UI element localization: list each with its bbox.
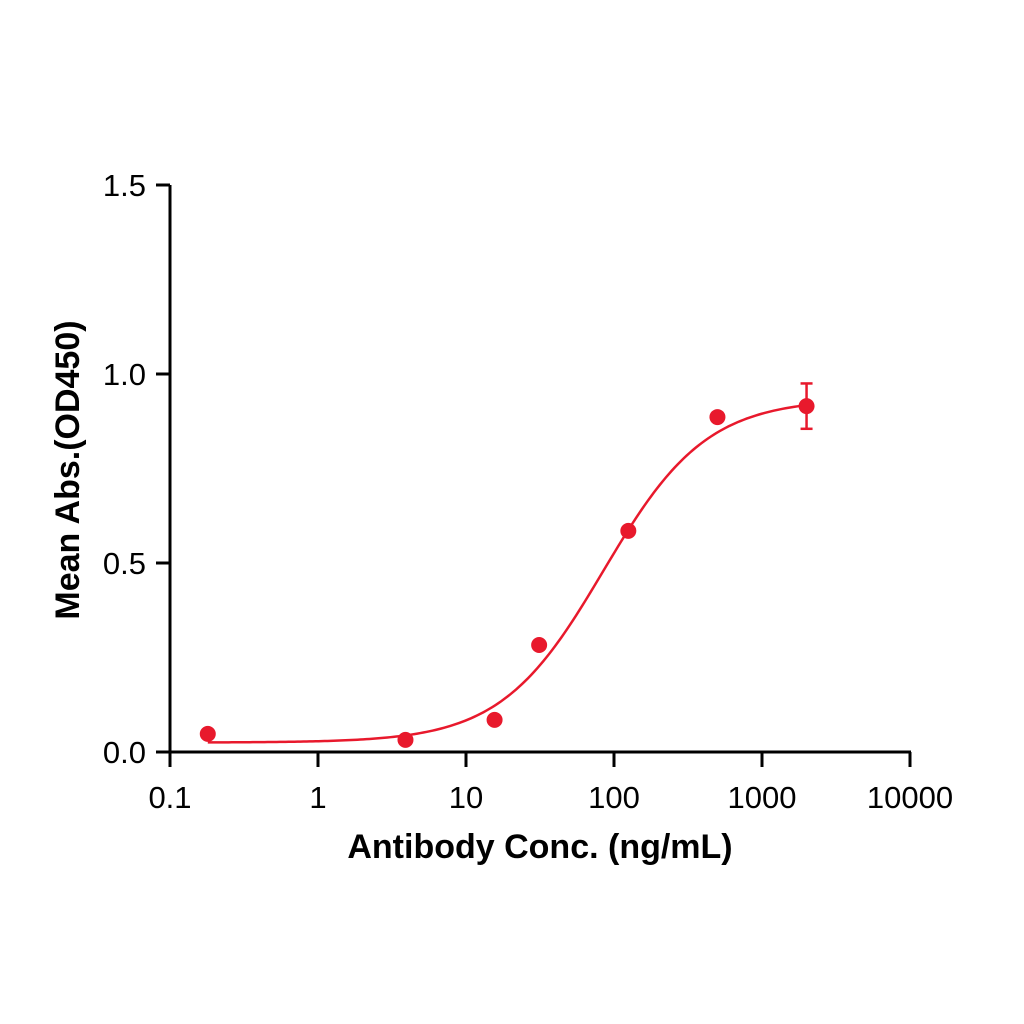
- y-tick-label: 1.0: [103, 357, 146, 392]
- data-point: [531, 637, 548, 654]
- data-point: [620, 522, 637, 539]
- y-axis-title: Mean Abs.(OD450): [49, 320, 87, 619]
- x-tick-label: 1000: [728, 780, 797, 815]
- y-axis: 0.0 0.5 1.0 1.5: [103, 168, 172, 770]
- x-tick-label: 0.1: [148, 780, 191, 815]
- x-axis-title: Antibody Conc. (ng/mL): [347, 828, 732, 866]
- x-tick-label: 1: [309, 780, 326, 815]
- x-axis: 0.1 1 10 100 1000 10000: [148, 750, 953, 815]
- y-tick-label: 0.0: [103, 735, 146, 770]
- y-tick-label: 1.5: [103, 168, 146, 203]
- data-point: [486, 711, 503, 728]
- data-point: [709, 409, 726, 426]
- fit-line: [207, 403, 807, 744]
- x-tick-label: 100: [588, 780, 640, 815]
- data-point: [397, 731, 414, 748]
- data-points: [199, 382, 815, 748]
- y-tick-label: 0.5: [103, 546, 146, 581]
- fit-curve: [207, 403, 807, 744]
- x-tick-label: 10: [449, 780, 483, 815]
- data-point: [199, 725, 216, 742]
- data-point: [798, 398, 815, 415]
- x-tick-label: 10000: [867, 780, 953, 815]
